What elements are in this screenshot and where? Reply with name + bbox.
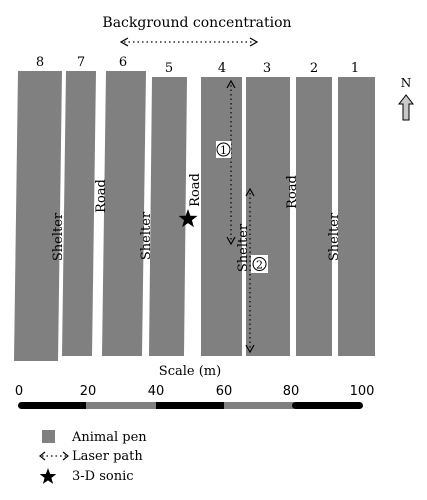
pen-4 [201,77,242,356]
pen-number-5: 5 [165,61,173,76]
scale-bar [18,402,363,409]
north-label: N [401,76,412,90]
road-label-2: Road [188,173,203,207]
pen-number-3: 3 [263,61,271,76]
scale-tick-40: 40 [148,384,165,399]
legend-pen-swatch [42,430,55,443]
pen-number-6: 6 [119,55,127,70]
scale-tick-80: 80 [283,384,300,399]
pen-number-1: 1 [351,61,359,76]
legend: Animal pen Laser path 3-D sonic [39,430,147,484]
scale-tick-0: 0 [15,384,23,399]
pen-5 [149,77,187,356]
pen-7 [62,71,96,356]
animal-pens [14,71,375,361]
pen-number-2: 2 [310,61,318,76]
pen-1 [338,77,375,356]
scale-tick-20: 20 [80,384,97,399]
road-label-3: Road [285,175,300,209]
path-2-marker: 2 [256,259,263,272]
legend-animal-pen: Animal pen [71,430,147,445]
shelter-label-4: Shelter [327,212,342,261]
legend-laser-path: Laser path [72,449,143,464]
background-arrow [119,37,259,47]
pen-3 [246,77,290,356]
legend-star-icon [39,468,57,484]
diagram-title: Background concentration [102,15,291,31]
path-1-marker: 1 [220,144,227,157]
pen-8 [14,71,62,361]
pen-number-4: 4 [218,61,226,76]
scale-label: Scale (m) [159,364,221,379]
laser-path-2: 2 [245,187,268,354]
pen-2 [296,77,332,356]
north-arrow-icon [397,94,415,121]
shelter-label-2: Shelter [139,211,154,260]
laser-path-1: 1 [216,79,236,246]
pen-6 [102,71,146,356]
shelter-label-1: Shelter [51,212,66,261]
shelter-label-3: Shelter [236,223,251,272]
legend-sonic: 3-D sonic [72,469,134,484]
pen-number-7: 7 [77,55,85,70]
legend-laser-swatch [39,451,69,461]
scale-tick-100: 100 [350,384,375,399]
sonic-star-icon [178,209,198,228]
road-label-1: Road [94,179,109,213]
scale-tick-60: 60 [216,384,233,399]
pen-number-8: 8 [36,55,44,70]
